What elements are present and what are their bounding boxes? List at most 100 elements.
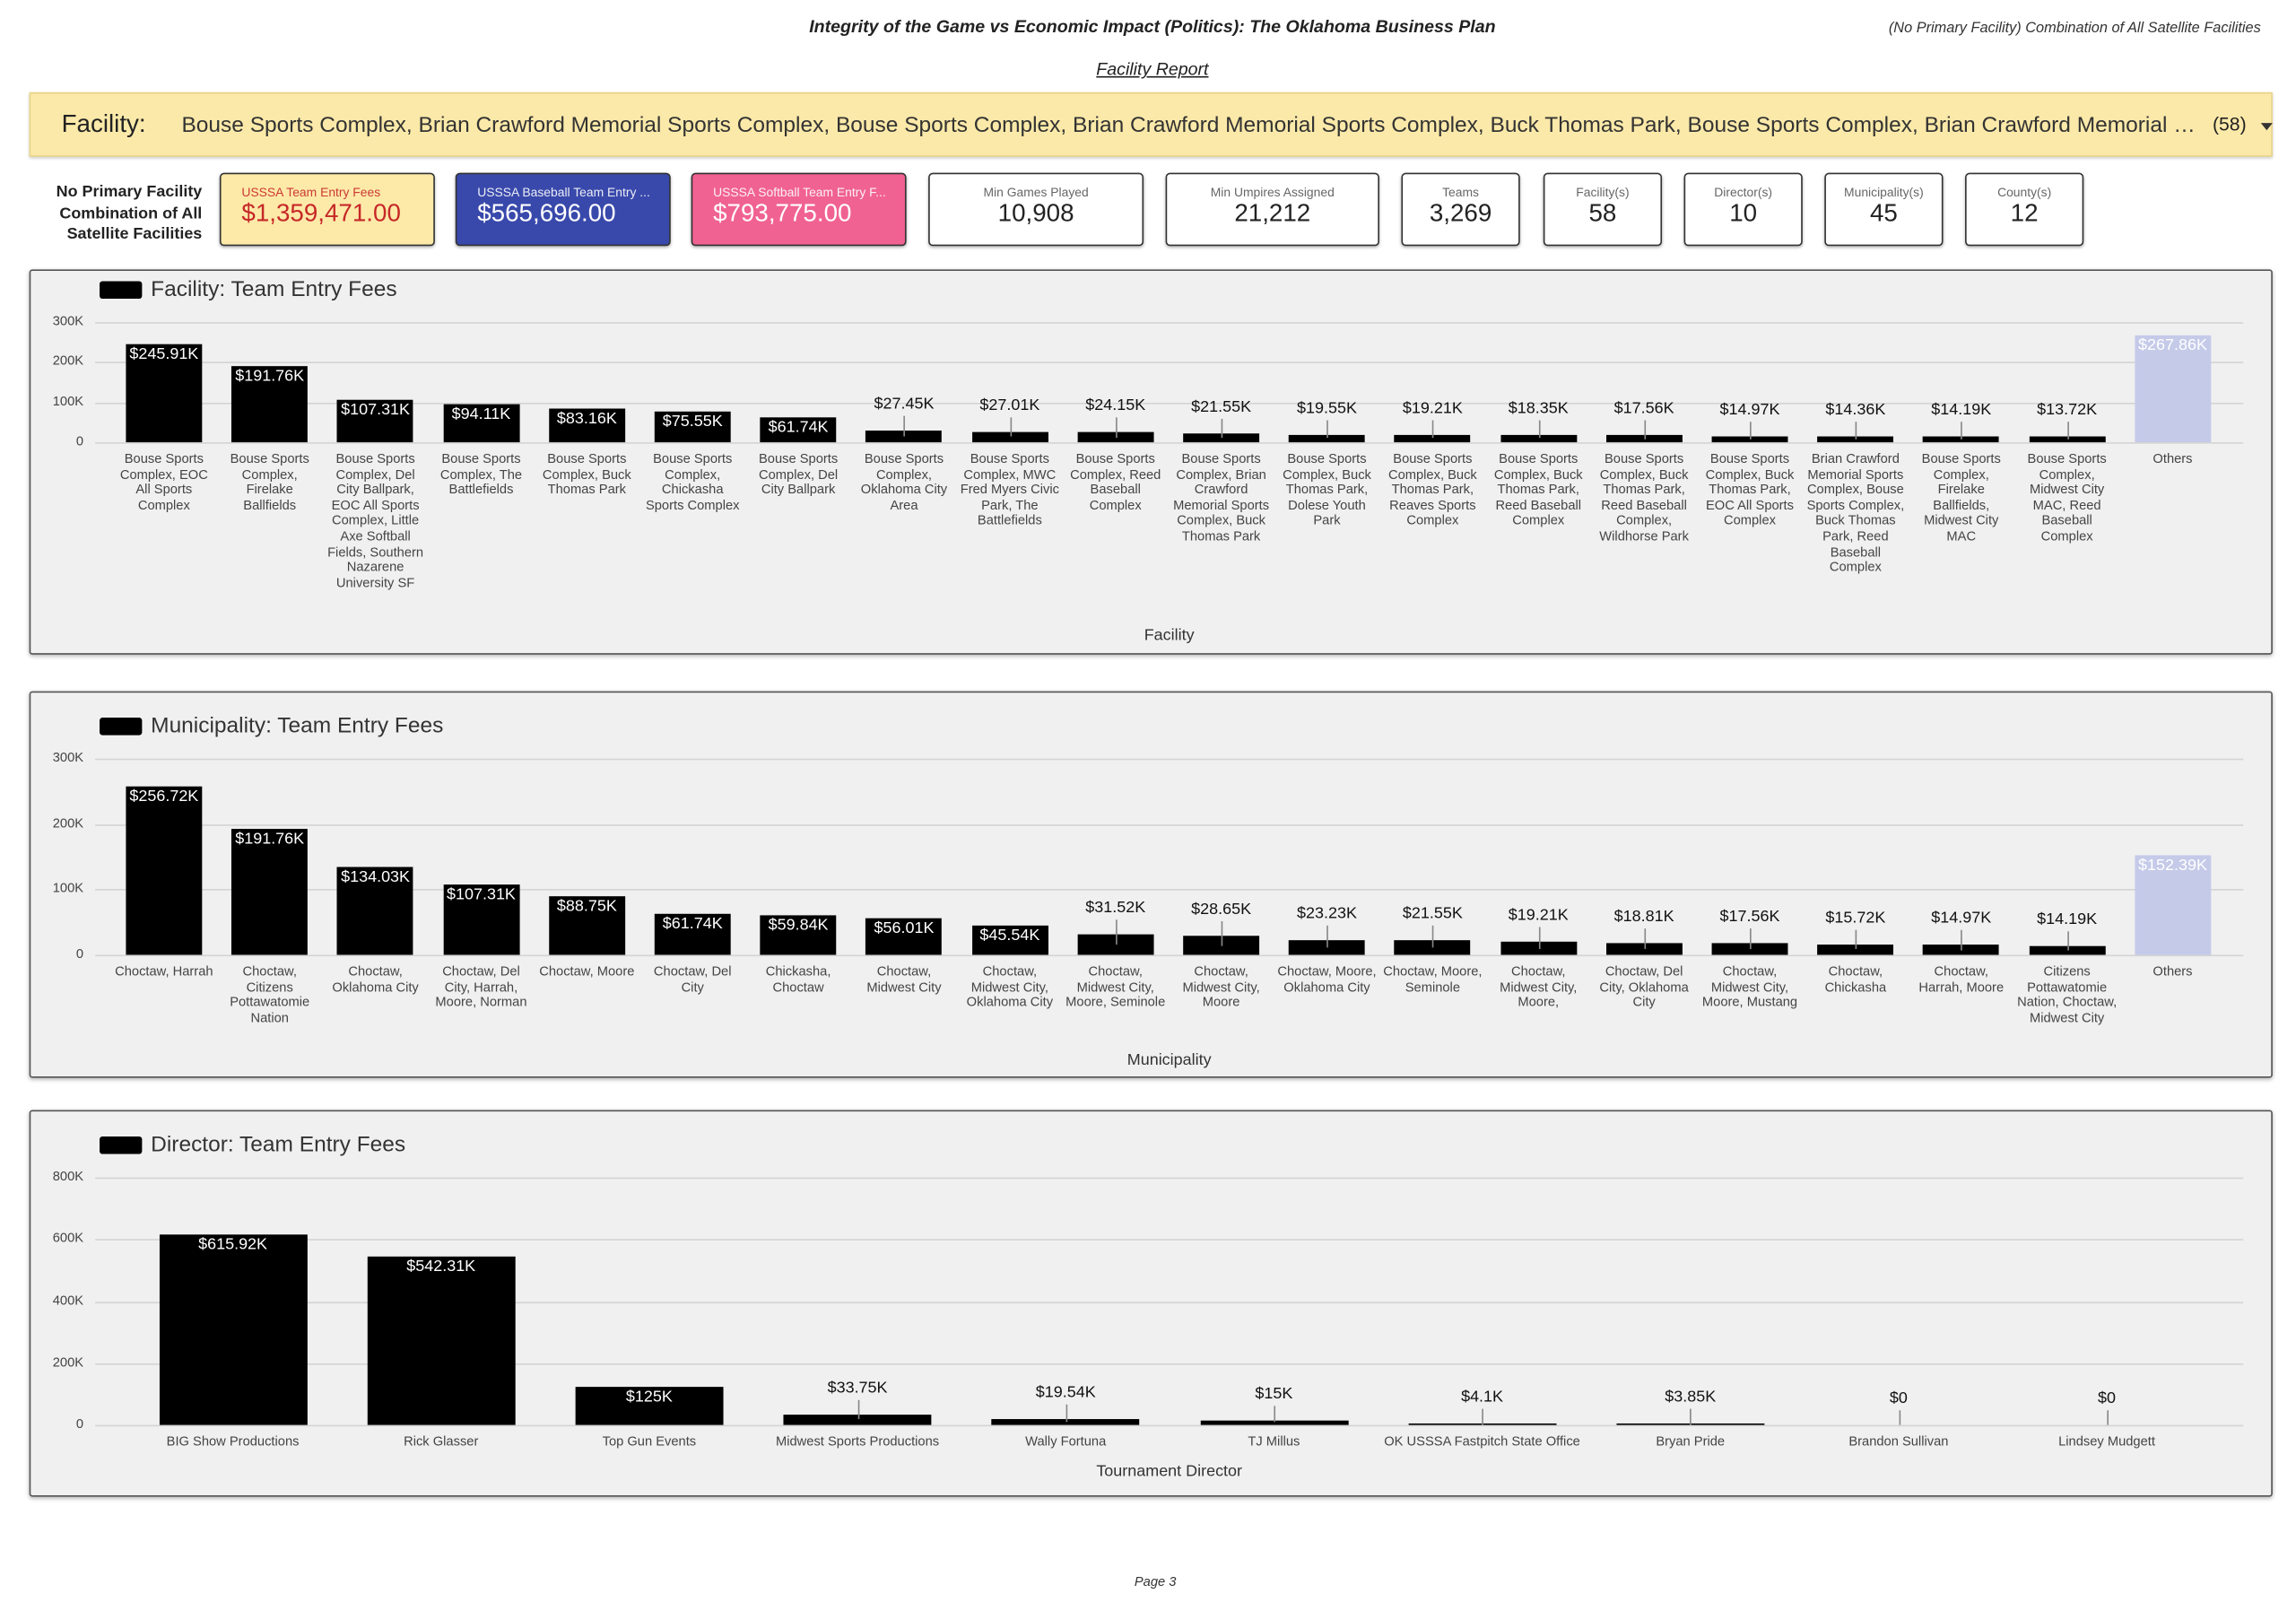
scorecard: County(s) 12 [1965, 172, 2084, 247]
label-leader [903, 416, 906, 437]
x-tick-label: Bouse Sports Complex, Oklahoma City Area [860, 450, 948, 513]
scorecard-label: Director(s) [1714, 184, 1773, 200]
bar-value-label: $19.21K [1402, 399, 1463, 417]
report-note: (No Primary Facility) Combination of All… [1888, 20, 2261, 37]
label-leader [1221, 419, 1223, 439]
bar [126, 344, 203, 443]
grid-line [95, 361, 2244, 364]
bar-value-label: $191.76K [235, 831, 305, 849]
label-leader [1538, 420, 1540, 439]
x-tick-label: Choctaw, Moore, Oklahoma City [1277, 963, 1377, 994]
filter-count: (58) [2212, 112, 2247, 135]
bar-value-label: $18.81K [1613, 907, 1674, 926]
scorecard-value: $565,696.00 [477, 199, 616, 228]
y-tick-label: 300K [52, 313, 84, 328]
bar-value-label: $125K [625, 1388, 673, 1406]
x-tick-label: OK USSSA Fastpitch State Office [1384, 1433, 1580, 1449]
filter-label: Facility: [61, 109, 146, 138]
label-leader [1855, 929, 1857, 950]
chart-title: Director: Team Entry Fees [151, 1132, 406, 1157]
label-leader [1750, 422, 1752, 440]
x-tick-label: Choctaw, Del City, Oklahoma City [1599, 963, 1689, 1010]
scorecard-value: 21,212 [1234, 199, 1311, 228]
grid-line [95, 442, 2244, 444]
x-tick-label: Citizens Pottawatomie Nation, Choctaw, M… [2017, 963, 2118, 1025]
x-axis-title: Tournament Director [1096, 1463, 1243, 1481]
bar-value-label: $17.56K [1719, 908, 1780, 927]
label-leader [2066, 422, 2069, 440]
grid-line [95, 1363, 2244, 1365]
x-tick-label: Bouse Sports Complex, Brian Crawford Mem… [1173, 450, 1270, 544]
x-tick-label: Bouse Sports Complex, Midwest City MAC, … [2027, 450, 2107, 544]
report-subtitle: Facility Report [1096, 58, 1209, 80]
bar-value-label: $83.16K [556, 410, 617, 429]
x-tick-label: Choctaw, Chickasha [1824, 963, 1887, 994]
x-tick-label: Bouse Sports Complex, Buck Thomas Park [542, 450, 631, 497]
bar-value-label: $0 [2098, 1389, 2117, 1407]
scorecard: USSSA Softball Team Entry F... $793,775.0… [691, 172, 907, 247]
bar [231, 365, 309, 443]
scorecard-value: $793,775.00 [713, 199, 852, 228]
bar-value-label: $17.56K [1613, 400, 1674, 418]
bar-value-label: $14.97K [1931, 910, 1992, 927]
label-leader [857, 1399, 859, 1420]
scorecard-value: 10 [1729, 199, 1758, 228]
bar [865, 431, 943, 443]
x-tick-label: Midwest Sports Productions [775, 1433, 940, 1449]
grid-line [95, 322, 2244, 324]
dropdown-arrow[interactable] [2260, 123, 2273, 131]
bar-value-label: $21.55K [1191, 398, 1252, 416]
label-leader [1326, 420, 1329, 439]
x-tick-label: Brandon Sullivan [1848, 1433, 1949, 1449]
x-tick-label: Choctaw, Harrah [115, 963, 213, 979]
facility-filter[interactable]: Facility: Bouse Sports Complex, Brian Cr… [29, 91, 2273, 157]
label-leader [1961, 422, 1963, 440]
grid-line [95, 1424, 2244, 1427]
bar [159, 1234, 308, 1425]
scorecard-label: Municipality(s) [1844, 184, 1924, 200]
scorecard-label: Min Umpires Assigned [1210, 184, 1335, 200]
bar-value-label: $615.92K [198, 1235, 268, 1254]
x-tick-label: Top Gun Events [602, 1433, 697, 1449]
y-tick-label: 400K [52, 1292, 84, 1308]
bar-value-label: $56.01K [874, 919, 935, 937]
scorecard-value: 12 [2010, 199, 2039, 228]
y-tick-label: 100K [52, 393, 84, 408]
bar [654, 914, 731, 955]
bar-value-label: $19.21K [1508, 907, 1569, 925]
bar-value-label: $0 [1889, 1389, 1908, 1407]
bar-value-label: $27.01K [979, 396, 1040, 414]
x-tick-label: TJ Millus [1248, 1433, 1300, 1449]
label-leader [1432, 926, 1435, 948]
x-tick-label: Others [2152, 963, 2193, 979]
scorecard: Facility(s) 58 [1543, 172, 1663, 247]
bar [2029, 436, 2106, 443]
label-leader [1115, 417, 1118, 438]
bar [367, 1257, 516, 1425]
bar-value-label: $14.19K [1931, 401, 1992, 420]
bar [1289, 434, 1365, 443]
bar [2029, 945, 2106, 955]
bar [1394, 940, 1471, 955]
y-tick-label: 0 [75, 1415, 84, 1432]
scorecard: Min Umpires Assigned 21,212 [1165, 172, 1379, 247]
x-tick-label: Bouse Sports Complex, Chickasha Sports C… [645, 450, 740, 513]
grid-line [95, 1301, 2244, 1303]
grid-line [95, 1177, 2244, 1180]
bar-value-label: $152.39K [2138, 856, 2207, 875]
bar [2135, 855, 2211, 955]
bar [1500, 434, 1577, 443]
label-leader [1115, 919, 1118, 945]
scorecard: Teams 3,269 [1401, 172, 1520, 247]
legend-swatch [100, 1136, 143, 1154]
bar-value-label: $14.19K [2037, 910, 2098, 928]
y-tick-label: 800K [52, 1168, 84, 1184]
y-tick-label: 0 [75, 945, 84, 962]
bar-value-label: $14.36K [1825, 401, 1886, 420]
chart-title: Facility: Team Entry Fees [151, 276, 397, 302]
bar-value-label: $27.45K [874, 396, 935, 414]
x-tick-label: Bouse Sports Complex, Reed Baseball Comp… [1070, 450, 1161, 513]
bar [1183, 433, 1260, 443]
label-leader [1432, 420, 1435, 439]
bar [337, 866, 414, 955]
